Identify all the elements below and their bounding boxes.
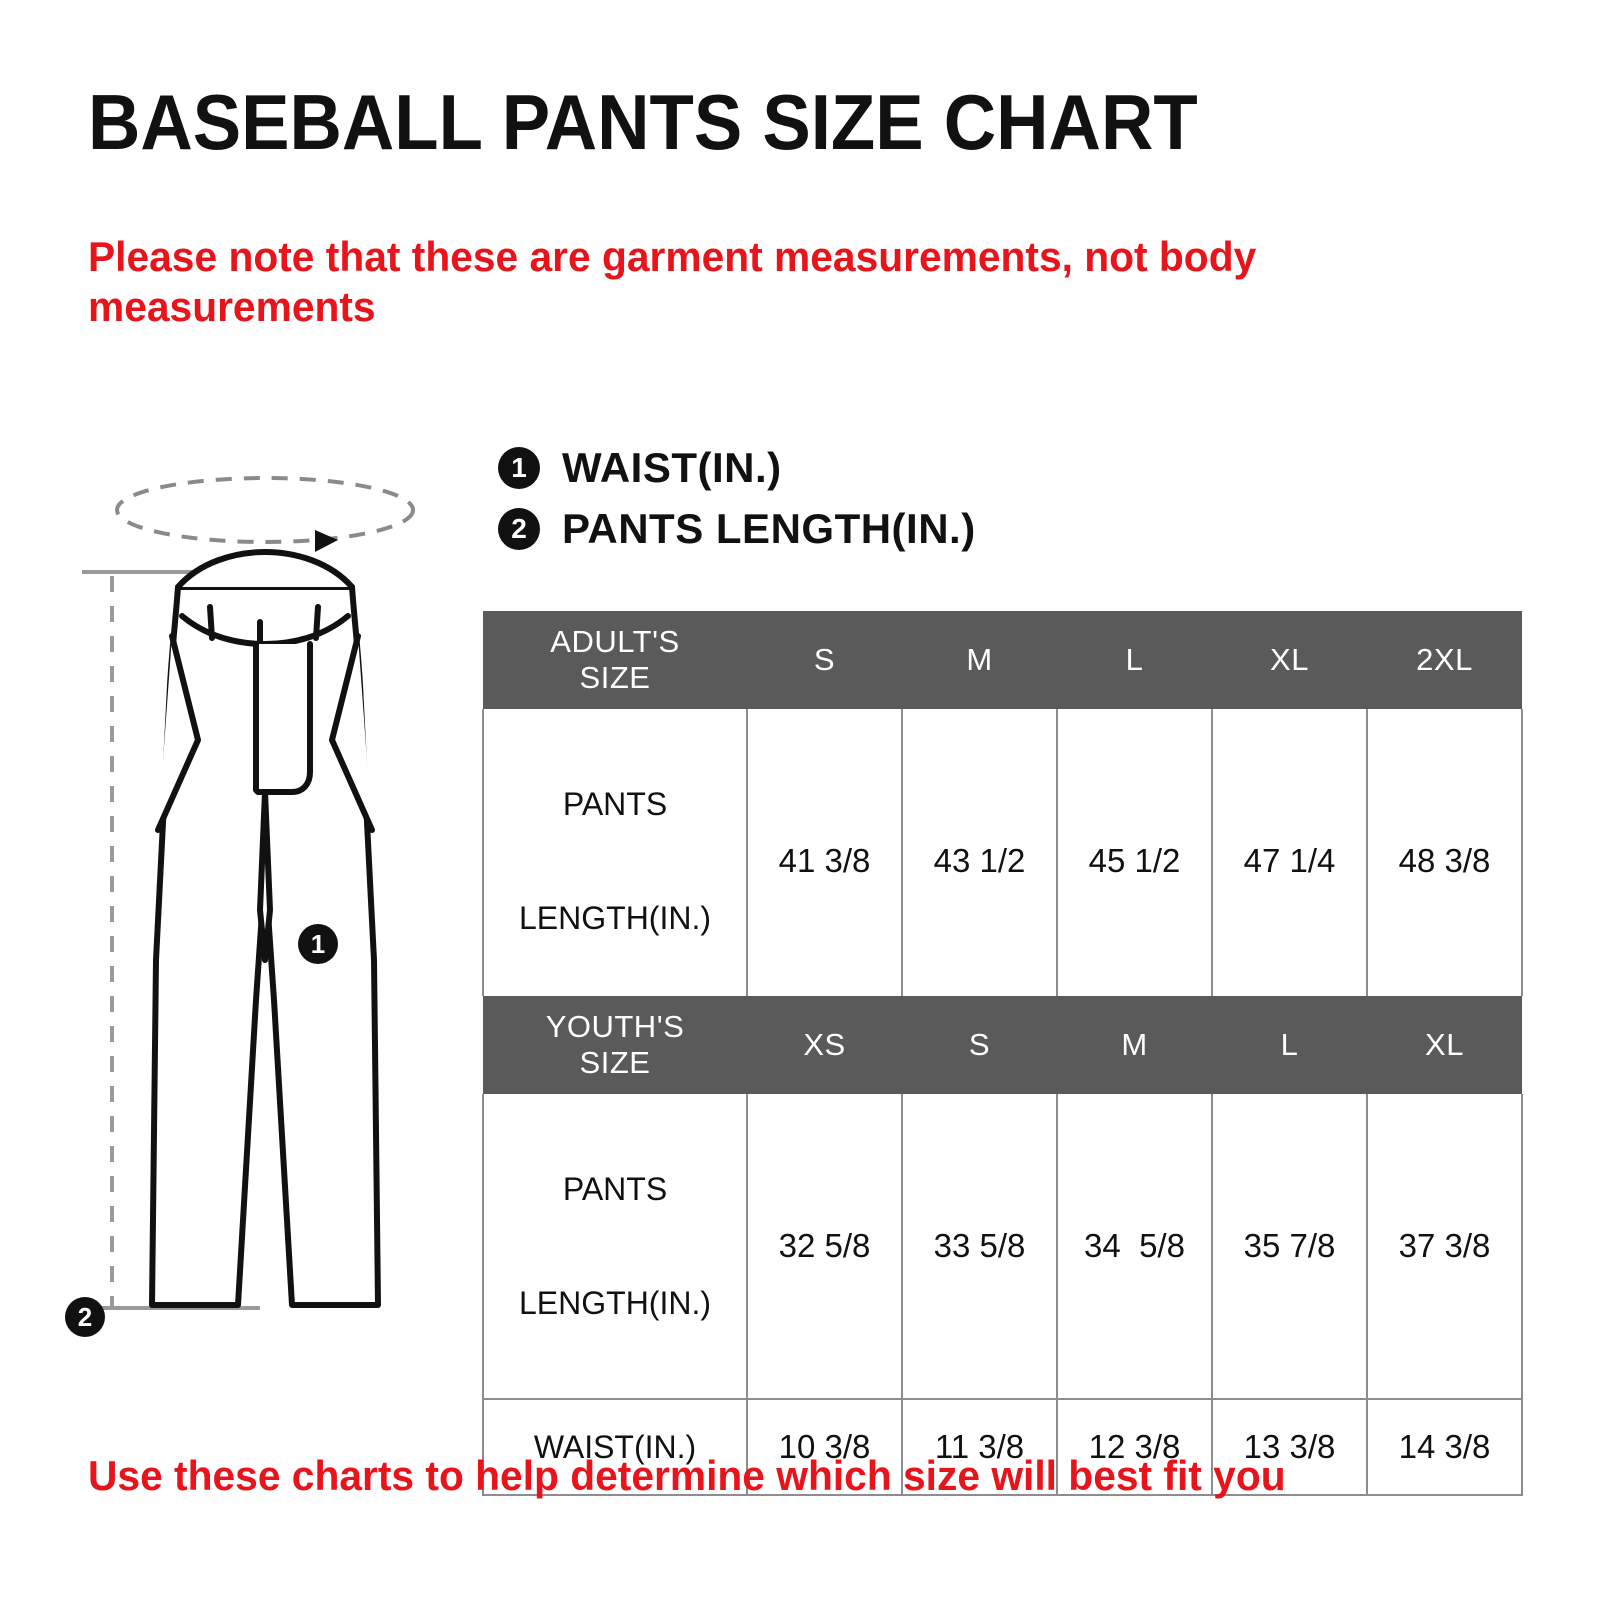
youth-waist-m: 12 3/8 [1056,1398,1213,1496]
adult-col-2xl: 2XL [1367,611,1522,709]
table-row: WAIST(IN.) 10 3/8 11 3/8 12 3/8 13 3/8 1… [482,1398,1523,1496]
adult-size-header-line2: SIZE [579,660,651,695]
legend-marker-2-icon: 2 [498,508,540,550]
adult-pants-length-s: 41 3/8 [746,709,903,1015]
youth-col-s: S [902,996,1057,1094]
adult-size-header: ADULT'S SIZE [483,611,747,709]
adult-col-xl: XL [1212,611,1367,709]
waist-ellipse-icon [115,476,415,544]
table-row: PANTS LENGTH(IN.) 41 3/8 43 1/2 45 1/2 4… [482,709,1523,1015]
adult-col-s: S [747,611,902,709]
figure-marker-waist-icon: 1 [298,924,338,964]
youth-col-m: M [1057,996,1212,1094]
measurement-note: Please note that these are garment measu… [88,233,1257,330]
youth-waist-xs: 10 3/8 [746,1398,903,1496]
adult-size-header-line1: ADULT'S [550,624,680,659]
baseball-pants-icon [82,476,415,1310]
legend-item-waist: 1 WAIST(IN.) [498,444,782,492]
youth-pants-length-s: 33 5/8 [901,1094,1058,1400]
baseball-pants-illustration: 1 2 [60,440,490,1340]
youth-col-xs: XS [747,996,902,1094]
youth-size-header-line2: SIZE [579,1045,651,1080]
adult-col-m: M [902,611,1057,709]
adult-row-label-pants-length: PANTS LENGTH(IN.) [482,709,748,1015]
waist-arrow-icon [315,530,338,552]
footer-note: Use these charts to help determine which… [88,1452,1286,1499]
youth-row-label-waist: WAIST(IN.) [482,1398,748,1496]
legend-label-waist: WAIST(IN.) [562,444,782,491]
adult-pants-length-l: 45 1/2 [1056,709,1213,1015]
youth-pants-length-xs: 32 5/8 [746,1094,903,1400]
adult-pants-length-m: 43 1/2 [901,709,1058,1015]
adult-row-label-line2: LENGTH(IN.) [519,900,711,936]
youth-pants-length-l: 35 7/8 [1211,1094,1368,1400]
adult-pants-length-xl: 47 1/4 [1211,709,1368,1015]
adult-pants-length-2xl: 48 3/8 [1366,709,1523,1015]
youth-row-label-pants-length: PANTS LENGTH(IN.) [482,1094,748,1400]
legend-item-pants-length: 2 PANTS LENGTH(IN.) [498,505,976,553]
youth-table-header-row: YOUTH'S SIZE XS S M L XL [483,996,1522,1094]
youth-size-header-line1: YOUTH'S [545,1009,685,1044]
youth-waist-s: 11 3/8 [901,1398,1058,1496]
youth-row-label-line1: PANTS [562,1171,668,1207]
table-row: PANTS LENGTH(IN.) 32 5/8 33 5/8 34 5/8 3… [482,1094,1523,1400]
youth-size-table: YOUTH'S SIZE XS S M L XL PANTS LENGTH(IN… [482,996,1523,1496]
adult-table-header-row: ADULT'S SIZE S M L XL 2XL [483,611,1522,709]
youth-col-l: L [1212,996,1367,1094]
figure-marker-length-icon: 2 [65,1297,105,1337]
youth-waist-l: 13 3/8 [1211,1398,1368,1496]
page-title: BASEBALL PANTS SIZE CHART [88,78,1198,166]
youth-size-header: YOUTH'S SIZE [483,996,747,1094]
legend-label-pants-length: PANTS LENGTH(IN.) [562,505,976,552]
youth-waist-xl: 14 3/8 [1366,1398,1523,1496]
youth-row-label-line2: LENGTH(IN.) [519,1285,711,1321]
adult-row-label-line1: PANTS [562,786,668,822]
legend-marker-1-icon: 1 [498,447,540,489]
youth-col-xl: XL [1367,996,1522,1094]
adult-col-l: L [1057,611,1212,709]
youth-pants-length-m: 34 5/8 [1056,1094,1213,1400]
youth-pants-length-xl: 37 3/8 [1366,1094,1523,1400]
